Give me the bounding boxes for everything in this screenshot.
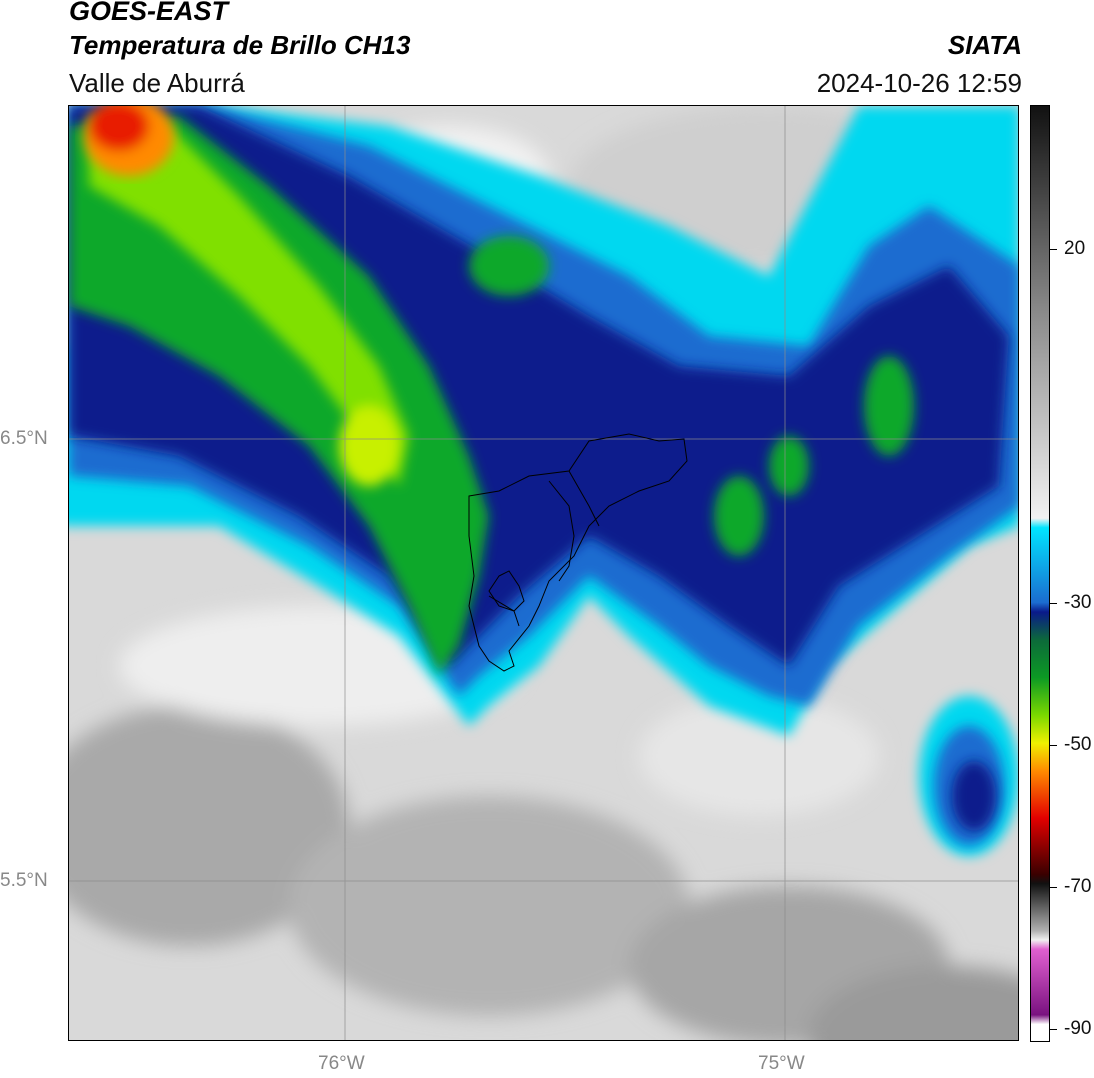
lat-label-5-5n: 5.5°N xyxy=(0,870,48,891)
colorbar-label-neg90: -90 xyxy=(1064,1018,1092,1039)
timestamp-label: 2024-10-26 12:59 xyxy=(816,68,1022,98)
colorbar-label-neg50: -50 xyxy=(1064,734,1092,755)
colorbar-label-neg70: -70 xyxy=(1064,876,1092,897)
region-label: Valle de Aburrá xyxy=(69,68,245,98)
cloud-core-red xyxy=(84,106,174,176)
colorbar-tick-neg70 xyxy=(1050,887,1057,888)
satellite-title: GOES-EAST xyxy=(69,0,229,26)
lat-label-6-5n: 6.5°N xyxy=(0,428,48,449)
colorbar xyxy=(1030,105,1050,1042)
colorbar-label-20: 20 xyxy=(1064,238,1086,259)
colorbar-gradient xyxy=(1031,106,1049,1041)
lon-label-75w: 75°W xyxy=(758,1053,805,1074)
graticule xyxy=(69,106,1018,1040)
cloud-core-yellow-green xyxy=(89,116,409,486)
brand-label: SIATA xyxy=(947,30,1022,60)
valle-aburra-boundaries xyxy=(468,433,688,672)
colorbar-tick-neg50 xyxy=(1050,745,1057,746)
cloud-band-green xyxy=(69,116,914,676)
map-canvas xyxy=(69,106,1018,1040)
colorbar-label-neg30: -30 xyxy=(1064,592,1092,613)
colorbar-tick-20 xyxy=(1050,249,1057,250)
brightness-temperature-map[interactable] xyxy=(68,105,1019,1041)
colorbar-tick-neg30 xyxy=(1050,603,1057,604)
colorbar-tick-neg90 xyxy=(1050,1029,1057,1030)
lon-label-76w: 76°W xyxy=(318,1053,365,1074)
product-title: Temperatura de Brillo CH13 xyxy=(69,30,411,60)
